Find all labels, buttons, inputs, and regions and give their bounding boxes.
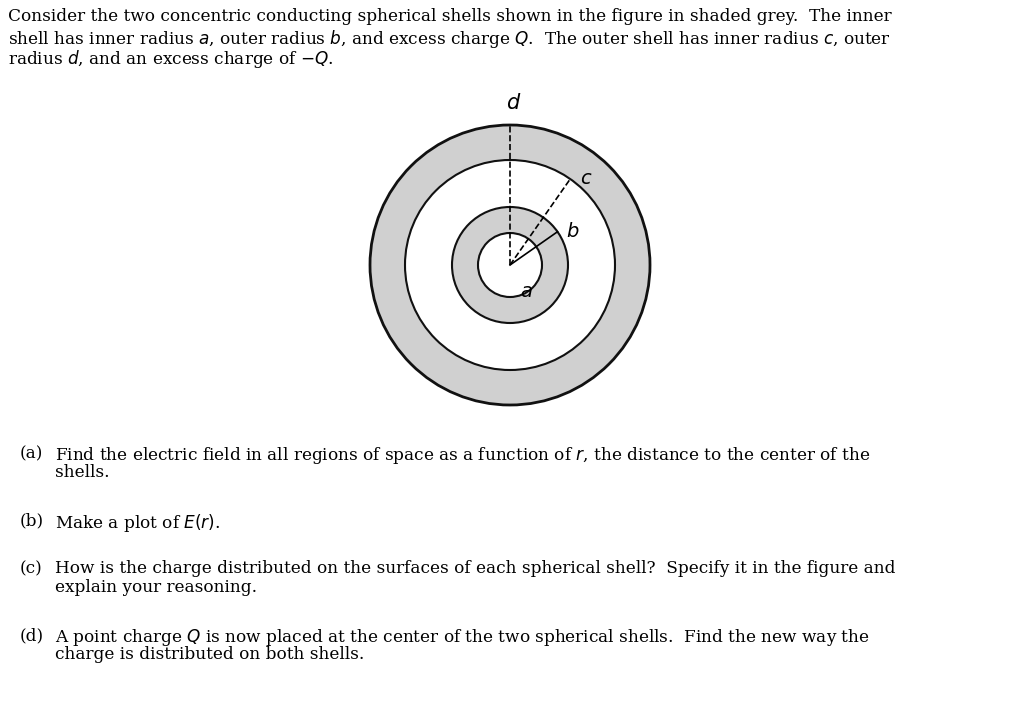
Circle shape bbox=[452, 207, 568, 323]
Text: explain your reasoning.: explain your reasoning. bbox=[55, 579, 257, 596]
Text: $a$: $a$ bbox=[520, 283, 532, 301]
Text: How is the charge distributed on the surfaces of each spherical shell?  Specify : How is the charge distributed on the sur… bbox=[55, 560, 896, 577]
Circle shape bbox=[370, 125, 650, 405]
Text: Make a plot of $E(r)$.: Make a plot of $E(r)$. bbox=[55, 512, 220, 534]
Text: $b$: $b$ bbox=[565, 222, 579, 241]
Text: (b): (b) bbox=[20, 512, 44, 529]
Text: shells.: shells. bbox=[55, 464, 110, 481]
Text: (d): (d) bbox=[20, 627, 44, 644]
Text: charge is distributed on both shells.: charge is distributed on both shells. bbox=[55, 646, 365, 663]
Text: Find the electric field in all regions of space as a function of $r$, the distan: Find the electric field in all regions o… bbox=[55, 445, 870, 466]
Text: $d$: $d$ bbox=[506, 93, 521, 113]
Circle shape bbox=[406, 160, 615, 370]
Circle shape bbox=[478, 233, 542, 297]
Text: radius $d$, and an excess charge of $-Q$.: radius $d$, and an excess charge of $-Q$… bbox=[8, 48, 334, 70]
Text: (c): (c) bbox=[20, 560, 43, 577]
Text: Consider the two concentric conducting spherical shells shown in the figure in s: Consider the two concentric conducting s… bbox=[8, 8, 892, 25]
Text: shell has inner radius $a$, outer radius $b$, and excess charge $Q$.  The outer : shell has inner radius $a$, outer radius… bbox=[8, 28, 891, 50]
Text: $c$: $c$ bbox=[581, 170, 593, 188]
Text: A point charge $Q$ is now placed at the center of the two spherical shells.  Fin: A point charge $Q$ is now placed at the … bbox=[55, 627, 869, 648]
Text: (a): (a) bbox=[20, 445, 43, 462]
